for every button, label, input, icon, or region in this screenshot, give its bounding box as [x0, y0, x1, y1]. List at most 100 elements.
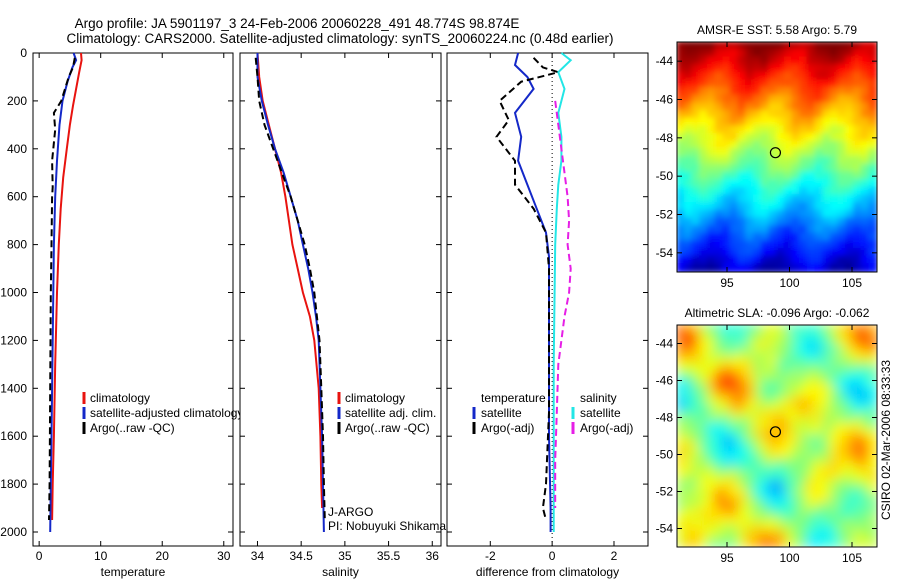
heat-cell [768, 202, 778, 212]
heat-cell [852, 140, 863, 151]
heat-cell [860, 486, 871, 497]
heat-cell [783, 486, 794, 497]
heat-cell [714, 255, 725, 266]
heat-cell [860, 390, 871, 400]
heat-cell [845, 523, 855, 534]
heat-cell [768, 71, 778, 82]
heat-cell [822, 209, 832, 220]
heat-cell [752, 148, 763, 158]
heat-cell [706, 225, 717, 235]
heat-cell [737, 248, 748, 258]
heat-cell [683, 64, 694, 74]
heat-cell [737, 472, 748, 482]
heat-cell [745, 225, 755, 235]
heat-cell [768, 186, 778, 197]
heat-cell [829, 179, 840, 189]
heat-cell [691, 194, 702, 204]
heat-cell [806, 79, 817, 89]
heat-cell [683, 56, 694, 66]
heat-cell [868, 435, 877, 445]
heat-cell [699, 442, 709, 452]
heat-cell [722, 202, 732, 212]
heat-cell [768, 163, 778, 174]
heat-cell [814, 56, 825, 66]
heat-cell [776, 361, 786, 371]
heat-cell [677, 494, 686, 504]
heat-cell [776, 94, 786, 105]
heat-cell [752, 338, 763, 349]
heat-cell [683, 133, 694, 143]
heat-cell [760, 405, 771, 415]
heat-cell [783, 194, 794, 204]
heat-cell [822, 427, 832, 437]
heat-cell [677, 509, 686, 519]
heat-cell [745, 479, 755, 489]
heat-cell [760, 194, 771, 204]
heat-cell [768, 225, 778, 235]
heat-cell [706, 240, 717, 250]
heat-cell [745, 209, 755, 220]
heat-cell [752, 405, 763, 415]
heat-cell [706, 79, 717, 89]
heat-cell [776, 405, 786, 415]
heat-cell [791, 56, 802, 66]
heat-cell [799, 186, 809, 197]
y-tick-label: -44 [656, 54, 674, 68]
heat-cell [729, 217, 740, 227]
legend-label: climatology [345, 391, 405, 405]
heat-cell [806, 398, 817, 408]
heat-cell [683, 225, 694, 235]
heat-cell [791, 457, 802, 467]
heat-cell [814, 420, 825, 430]
heat-cell [845, 248, 855, 258]
heat-cell [768, 48, 778, 59]
heat-cell [799, 248, 809, 258]
heat-cell [829, 442, 840, 452]
heat-cell [868, 361, 877, 371]
heat-cell [799, 232, 809, 243]
heat-cell [776, 263, 786, 272]
heat-cell [699, 531, 709, 541]
heat-cell [822, 353, 832, 363]
heat-cell [799, 420, 809, 430]
heat-cell [822, 331, 832, 341]
heat-cell [691, 494, 702, 504]
heat-cell [852, 472, 863, 482]
heat-cell [868, 472, 877, 482]
legend-label: Argo(-adj) [580, 421, 633, 435]
heat-cell [868, 398, 877, 408]
heat-cell [752, 163, 763, 174]
heat-cell [776, 225, 786, 235]
heat-cell [860, 56, 871, 66]
heat-cell [737, 486, 748, 497]
heat-cell [791, 361, 802, 371]
heat-cell [722, 71, 732, 82]
heat-cell [729, 263, 740, 272]
heat-cell [677, 390, 686, 400]
heat-cell [860, 375, 871, 386]
heat-cell [837, 186, 848, 197]
heat-cell [868, 325, 877, 334]
heat-cell [837, 405, 848, 415]
heat-cell [852, 353, 863, 363]
heat-cell [737, 79, 748, 89]
heat-cell [691, 255, 702, 266]
heat-cell [814, 449, 825, 460]
heat-cell [868, 186, 877, 197]
heat-cell [714, 464, 725, 474]
heat-cell [791, 523, 802, 534]
heat-cell [729, 79, 740, 89]
heat-cell [837, 472, 848, 482]
heat-cell [714, 435, 725, 445]
heat-cell [783, 353, 794, 363]
heat-cell [699, 398, 709, 408]
heat-cell [822, 171, 832, 181]
heat-cell [783, 202, 794, 212]
heat-cell [760, 368, 771, 378]
heat-cell [677, 457, 686, 467]
heat-cell [791, 202, 802, 212]
heat-cell [845, 56, 855, 66]
heat-cell [806, 255, 817, 266]
heat-cell [768, 464, 778, 474]
heat-cell [829, 457, 840, 467]
